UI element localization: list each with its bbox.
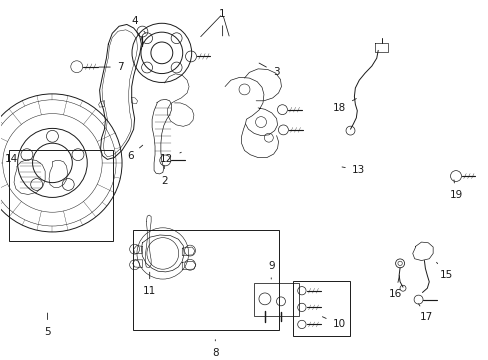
Text: 12: 12 bbox=[160, 152, 181, 165]
Text: 1: 1 bbox=[219, 9, 225, 36]
Text: 4: 4 bbox=[132, 16, 145, 33]
Text: 13: 13 bbox=[341, 165, 365, 175]
Text: 11: 11 bbox=[143, 272, 156, 296]
Text: 15: 15 bbox=[436, 262, 452, 280]
Text: 7: 7 bbox=[99, 62, 123, 72]
Text: 17: 17 bbox=[418, 304, 432, 322]
Text: 9: 9 bbox=[267, 261, 274, 279]
Text: 8: 8 bbox=[212, 339, 218, 358]
Text: 14: 14 bbox=[4, 154, 25, 165]
Text: 3: 3 bbox=[259, 63, 279, 77]
Text: 18: 18 bbox=[332, 99, 356, 113]
Text: 16: 16 bbox=[388, 276, 401, 299]
Bar bbox=[9, 150, 113, 241]
Text: 19: 19 bbox=[448, 180, 462, 200]
Text: 5: 5 bbox=[44, 313, 51, 337]
Bar bbox=[132, 230, 278, 330]
Bar bbox=[254, 283, 298, 316]
Text: 6: 6 bbox=[127, 145, 142, 161]
Bar bbox=[292, 281, 350, 336]
Text: 10: 10 bbox=[322, 317, 345, 329]
Text: 2: 2 bbox=[161, 166, 167, 186]
